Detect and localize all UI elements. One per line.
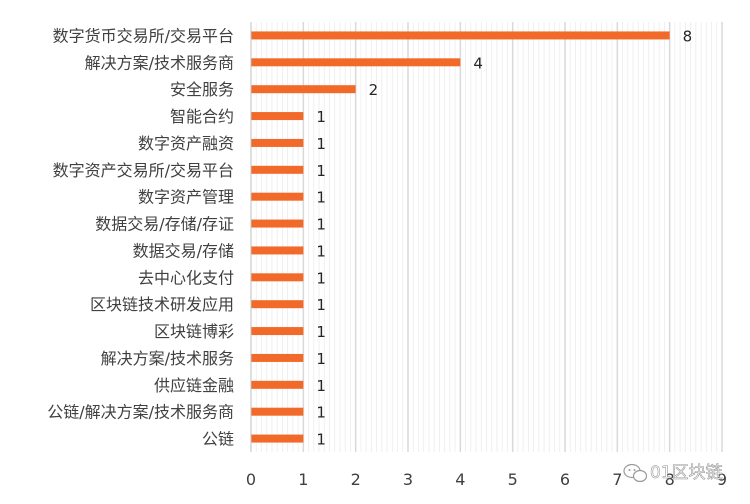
- bar: [251, 165, 304, 174]
- category-label: 去中心化支付: [138, 268, 234, 287]
- bar: [251, 138, 304, 147]
- bar: [251, 58, 461, 67]
- bar: [251, 407, 304, 416]
- data-label: 1: [316, 108, 326, 126]
- watermark-text: 01区块链: [650, 463, 723, 483]
- category-label: 区块链博彩: [154, 322, 234, 341]
- bars: [251, 31, 670, 443]
- data-label: 4: [473, 54, 483, 72]
- x-tick-label: 1: [298, 470, 308, 489]
- category-label: 数据交易/存储: [133, 241, 234, 260]
- x-tick-label: 7: [612, 470, 622, 489]
- data-label: 1: [316, 162, 326, 180]
- bar: [251, 246, 304, 255]
- data-label: 1: [316, 431, 326, 449]
- x-tick-label: 4: [455, 470, 465, 489]
- data-label: 1: [316, 242, 326, 260]
- bar: [251, 219, 304, 228]
- data-label: 1: [316, 323, 326, 341]
- category-label: 公链/解决方案/技术服务商: [47, 403, 234, 422]
- data-label: 1: [316, 350, 326, 368]
- category-label: 数字资产交易所/交易平台: [53, 161, 234, 180]
- category-label: 数字资产融资: [138, 134, 234, 153]
- bar: [251, 192, 304, 201]
- data-label: 1: [316, 269, 326, 287]
- category-label: 供应链金融: [154, 376, 234, 395]
- x-tick-label: 8: [665, 470, 675, 489]
- bar: [251, 300, 304, 309]
- bar: [251, 112, 304, 121]
- grid-lines: [255, 22, 723, 452]
- category-label: 安全服务: [170, 80, 234, 99]
- bar: [251, 31, 670, 40]
- data-label: 1: [316, 189, 326, 207]
- category-label: 数字货币交易所/交易平台: [53, 26, 234, 45]
- bar: [251, 353, 304, 362]
- bar: [251, 327, 304, 336]
- data-label: 2: [369, 81, 379, 99]
- data-label: 8: [683, 27, 693, 45]
- data-label: 1: [316, 404, 326, 422]
- bar: [251, 434, 304, 443]
- data-label: 1: [316, 216, 326, 234]
- x-tick-label: 3: [403, 470, 413, 489]
- x-tick-label: 6: [560, 470, 570, 489]
- x-tick-label: 5: [508, 470, 518, 489]
- x-tick-label: 0: [246, 470, 256, 489]
- category-label: 解决方案/技术服务商: [85, 53, 234, 72]
- x-tick-label: 9: [717, 470, 727, 489]
- labels: 0 1 2 3 4 5 6 7 8 9 数字货币交易所/交易平台 8 解决方案/技术服务商 4 安全服务 2 智…: [47, 26, 727, 489]
- category-label: 数据交易/存储/存证: [95, 215, 234, 234]
- category-label: 公链: [202, 430, 234, 449]
- bar: [251, 273, 304, 282]
- bar: [251, 380, 304, 389]
- category-label: 数字资产管理: [138, 188, 234, 207]
- data-label: 1: [316, 296, 326, 314]
- bar: [251, 85, 356, 94]
- data-label: 1: [316, 377, 326, 395]
- watermark: 01区块链: [623, 463, 723, 483]
- category-label: 区块链技术研发应用: [90, 295, 234, 314]
- wechat-icon: [623, 463, 648, 483]
- x-tick-label: 2: [351, 470, 361, 489]
- category-label: 解决方案/技术服务: [101, 349, 234, 368]
- category-label: 智能合约: [170, 107, 234, 126]
- data-label: 1: [316, 135, 326, 153]
